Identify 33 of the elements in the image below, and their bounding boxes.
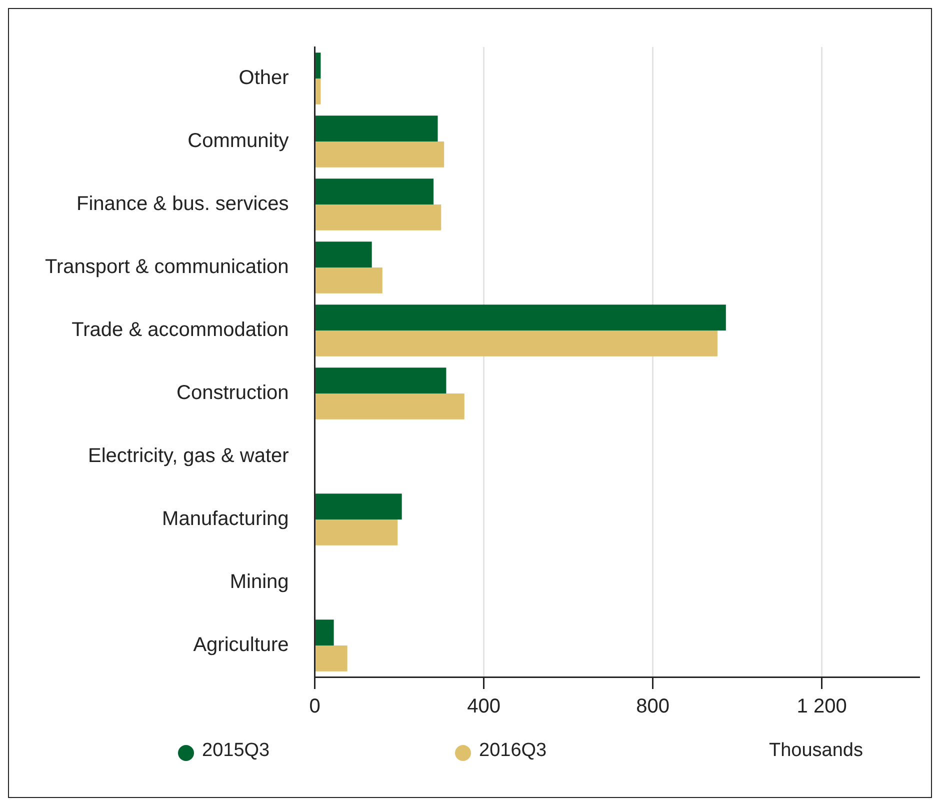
bar	[316, 268, 382, 294]
bar	[316, 520, 398, 546]
bar	[316, 330, 718, 356]
text: Thousands	[768, 740, 863, 762]
y-tick-label: Transport & communication	[44, 256, 289, 278]
y-tick-label: Trade & accommodation	[72, 319, 289, 342]
legend-label: 2015Q3	[202, 740, 270, 762]
bar	[316, 204, 442, 230]
x-tick-label: 0	[309, 696, 320, 718]
legend-label: 2016Q3	[479, 740, 547, 762]
y-tick-label: Manufacturing	[162, 508, 289, 530]
bar	[316, 78, 321, 104]
y-tick-label: Mining	[230, 571, 289, 594]
x-tick-label: 400	[467, 696, 500, 718]
y-tick-label: Other	[238, 67, 290, 90]
y-tick-label: Community	[188, 130, 289, 152]
y-tick-label: Finance & bus. services	[76, 193, 289, 216]
y-tick-label: Construction	[176, 382, 289, 404]
bar	[316, 620, 334, 646]
bar	[316, 116, 438, 142]
bar	[316, 178, 434, 204]
x-tick-label: 1 200	[796, 696, 847, 718]
bar	[316, 304, 726, 330]
x-tick-label: 800	[636, 696, 670, 718]
bar	[316, 142, 444, 168]
y-tick-label: Agriculture	[193, 634, 289, 656]
bar	[316, 368, 446, 394]
bar	[316, 394, 464, 420]
bar	[316, 646, 348, 672]
bar	[316, 52, 321, 78]
bar	[316, 494, 402, 520]
bar	[316, 242, 372, 268]
y-tick-label: Electricity, gas & water	[88, 445, 290, 468]
